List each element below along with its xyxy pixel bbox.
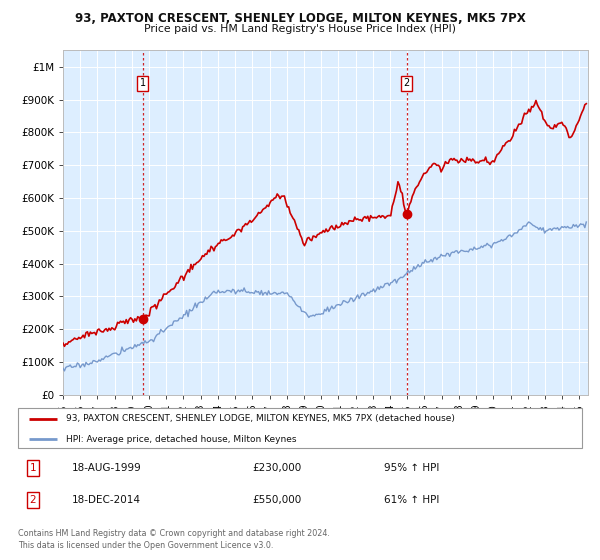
Text: 18-DEC-2014: 18-DEC-2014 [72, 495, 141, 505]
Text: 18-AUG-1999: 18-AUG-1999 [72, 463, 142, 473]
Text: 93, PAXTON CRESCENT, SHENLEY LODGE, MILTON KEYNES, MK5 7PX (detached house): 93, PAXTON CRESCENT, SHENLEY LODGE, MILT… [66, 414, 455, 423]
Text: 2: 2 [403, 78, 410, 88]
Text: 61% ↑ HPI: 61% ↑ HPI [384, 495, 439, 505]
Text: 93, PAXTON CRESCENT, SHENLEY LODGE, MILTON KEYNES, MK5 7PX: 93, PAXTON CRESCENT, SHENLEY LODGE, MILT… [74, 12, 526, 25]
Text: 95% ↑ HPI: 95% ↑ HPI [384, 463, 439, 473]
Text: 1: 1 [140, 78, 146, 88]
Text: £550,000: £550,000 [252, 495, 301, 505]
Text: Price paid vs. HM Land Registry's House Price Index (HPI): Price paid vs. HM Land Registry's House … [144, 24, 456, 34]
Text: Contains HM Land Registry data © Crown copyright and database right 2024.
This d: Contains HM Land Registry data © Crown c… [18, 529, 330, 550]
Text: HPI: Average price, detached house, Milton Keynes: HPI: Average price, detached house, Milt… [66, 435, 296, 444]
Text: £230,000: £230,000 [252, 463, 301, 473]
Text: 2: 2 [29, 495, 37, 505]
Text: 1: 1 [29, 463, 37, 473]
FancyBboxPatch shape [18, 408, 582, 448]
